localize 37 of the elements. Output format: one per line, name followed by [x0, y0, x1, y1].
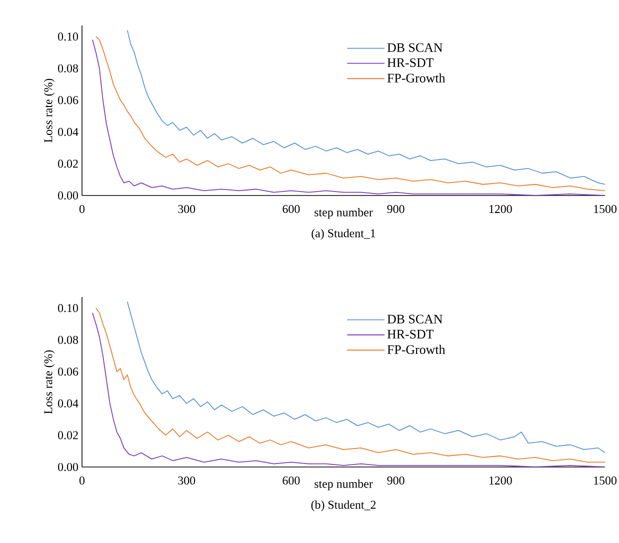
- x-axis-title: step number: [314, 479, 373, 490]
- legend-label: DB SCAN: [387, 314, 442, 324]
- x-tick-label: 1200: [489, 476, 512, 485]
- x-tick-label: 1500: [594, 204, 616, 214]
- legend-label: FP-Growth: [387, 344, 446, 354]
- x-tick-label: 900: [387, 476, 404, 485]
- x-axis-title: step number: [314, 208, 373, 219]
- y-tick-label: 0.04: [58, 399, 78, 408]
- y-tick-label: 0.06: [58, 368, 78, 376]
- y-tick-label: 0.00: [58, 462, 78, 472]
- y-tick-label: 0.02: [58, 431, 78, 440]
- y-tick-label: 0.10: [58, 304, 78, 312]
- x-tick-label: 900: [387, 204, 404, 214]
- x-tick-label: 600: [282, 204, 300, 214]
- x-tick-label: 300: [178, 476, 196, 485]
- legend-label: HR-SDT: [387, 330, 434, 339]
- legend-label: HR-SDT: [387, 58, 434, 68]
- y-tick-label: 0.08: [58, 336, 78, 344]
- line-series: [126, 301, 606, 454]
- y-axis-title: Loss rate (%): [44, 350, 55, 414]
- y-tick-label: 0.00: [58, 191, 78, 200]
- y-tick-label: 0.10: [58, 32, 78, 41]
- y-tick-label: 0.06: [58, 96, 78, 104]
- x-tick-label: 300: [178, 204, 196, 214]
- y-axis-title: Loss rate (%): [44, 78, 55, 142]
- text: (b) Student_2: [311, 500, 376, 512]
- legend-label: FP-Growth: [387, 73, 446, 82]
- x-tick-label: 0: [79, 204, 85, 214]
- x-tick-label: 0: [79, 476, 85, 485]
- y-tick-label: 0.08: [58, 64, 78, 72]
- text: (a) Student_1: [312, 228, 376, 240]
- x-tick-label: 1200: [489, 204, 512, 214]
- x-tick-label: 600: [282, 476, 300, 485]
- y-tick-label: 0.02: [58, 160, 78, 168]
- x-tick-label: 1500: [594, 476, 616, 485]
- legend-label: DB SCAN: [387, 43, 442, 52]
- y-tick-label: 0.04: [58, 128, 78, 136]
